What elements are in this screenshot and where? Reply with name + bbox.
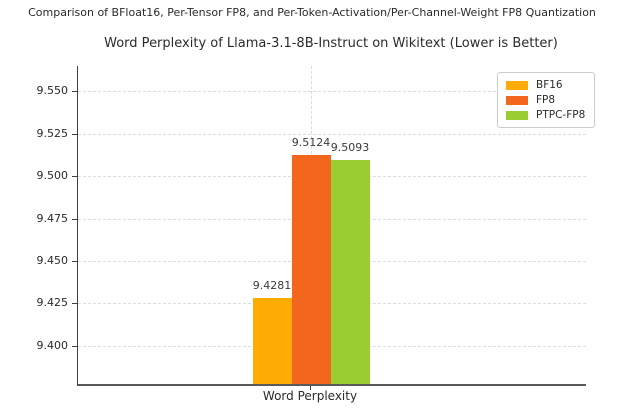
bar-bf16 [252,298,292,384]
h-gridline [78,133,586,135]
chart-title: Word Perplexity of Llama-3.1-8B-Instruct… [104,36,558,51]
bar-value-label-fp8: 9.5124 [291,136,331,150]
y-tick-mark [72,133,77,135]
legend-row: BF16 [506,79,585,91]
y-tick-label: 9.475 [36,211,69,225]
y-tick-mark [72,176,77,178]
x-tick-mark [310,386,311,390]
legend-swatch-fp8 [506,95,528,105]
y-tick-label: 9.450 [36,254,69,268]
figure-suptitle: Comparison of BFloat16, Per-Tensor FP8, … [28,6,596,19]
legend-row: FP8 [506,94,585,106]
legend-label-bf16: BF16 [536,79,563,91]
y-tick-mark [72,91,77,93]
y-tick-label: 9.550 [36,84,69,98]
y-tick-mark [72,261,77,263]
legend: BF16 FP8 PTPC-FP8 [497,72,596,128]
y-tick-label: 9.425 [36,296,69,310]
legend-label-ptpc-fp8: PTPC-FP8 [536,109,586,121]
y-tick-mark [72,345,77,347]
legend-label-fp8: FP8 [536,94,556,106]
legend-row: PTPC-FP8 [506,109,585,121]
h-gridline [78,91,586,93]
bar-ptpc-fp8 [330,160,370,384]
plot-area: 9.4281 9.5124 9.5093 [77,66,586,386]
y-tick-label: 9.500 [36,169,69,183]
y-tick-label: 9.525 [36,126,69,140]
x-tick-label: Word Perplexity [262,389,358,403]
y-tick-mark [72,303,77,305]
legend-swatch-bf16 [506,80,528,90]
legend-swatch-ptpc-fp8 [506,110,528,120]
y-tick-label: 9.400 [36,338,69,352]
bar-value-label-bf16: 9.4281 [252,279,292,293]
y-tick-mark [72,218,77,220]
bar-value-label-ptpc-fp8: 9.5093 [330,141,370,155]
bar-fp8 [291,155,331,384]
